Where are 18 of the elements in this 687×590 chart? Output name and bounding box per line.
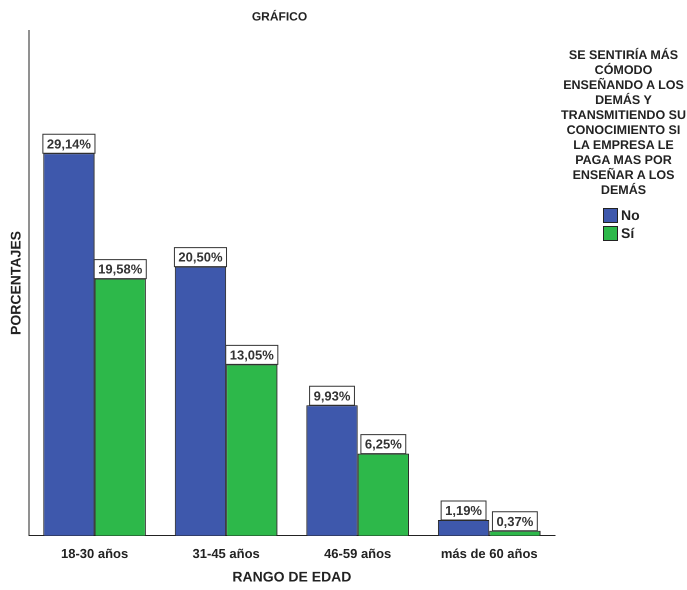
legend-label: Sí xyxy=(621,224,634,242)
y-axis-title: PORCENTAJES xyxy=(7,231,24,335)
legend-label: No xyxy=(621,206,640,224)
data-label: 1,19% xyxy=(445,503,482,518)
data-label: 29,14% xyxy=(46,136,92,152)
text: SE SENTIRÍA MÁS CÓMODO ENSEÑANDO A LOS DEMÁS Y TRANSMITIENDO SU CONOCIMIENTO SI LA EMPRESA LE PAGA MAS POR ENSEÑAR A LOS DEMÁS xyxy=(561,48,686,197)
data-label: 0,37% xyxy=(496,514,534,529)
data-label: 6,25% xyxy=(364,436,402,452)
data-label: 9,93% xyxy=(314,388,351,404)
x-tick-label: 18-30 años xyxy=(60,546,128,561)
data-label: 19,58% xyxy=(98,262,143,277)
chart-title: GRÁFICO xyxy=(252,10,308,24)
x-axis-title: RANGO DE EDAD xyxy=(232,568,352,584)
x-tick-label: 46-59 años xyxy=(324,546,392,561)
data-label: 20,50% xyxy=(178,250,223,265)
data-label: 13,05% xyxy=(230,347,274,362)
x-tick-label: más de 60 años xyxy=(440,546,538,561)
x-tick-label: 31-45 años xyxy=(192,546,260,561)
